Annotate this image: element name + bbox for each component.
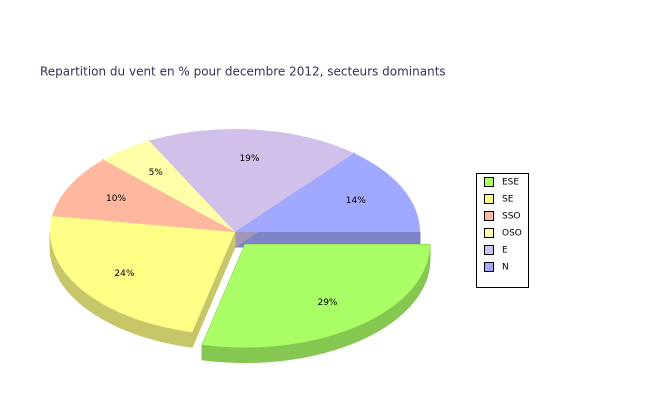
legend-label: SE: [502, 195, 514, 205]
legend-swatch: [484, 211, 494, 221]
pie-slice: [52, 159, 236, 232]
label-bg: [345, 194, 366, 207]
legend-label: OSO: [502, 229, 522, 239]
legend-swatch: [484, 228, 494, 238]
legend-swatch: [484, 245, 494, 255]
label-bg: [106, 192, 127, 205]
data-label: 29%: [317, 298, 337, 308]
label-bg: [317, 296, 338, 309]
legend-swatch: [484, 262, 494, 272]
label-bg: [145, 166, 166, 179]
legend-swatch: [484, 194, 494, 204]
data-label: 19%: [239, 154, 259, 164]
legend-swatch: [484, 177, 494, 187]
legend-label: SSO: [502, 212, 521, 222]
data-label: 24%: [114, 269, 134, 279]
pie-slice: [149, 128, 355, 232]
chart-title: Repartition du vent en % pour decembre 2…: [40, 65, 446, 79]
data-label: 10%: [106, 194, 126, 204]
pie-slice: [235, 153, 420, 232]
label-bg: [239, 152, 260, 165]
legend-label: E: [502, 246, 508, 256]
legend-label: N: [502, 263, 509, 273]
pie-slice: [103, 140, 235, 232]
pie-slice: [202, 244, 430, 348]
legend-label: ESE: [502, 178, 519, 188]
data-label: 14%: [346, 196, 366, 206]
pie-slice: [49, 216, 235, 333]
label-bg: [114, 267, 135, 280]
data-label: 5%: [149, 168, 164, 178]
